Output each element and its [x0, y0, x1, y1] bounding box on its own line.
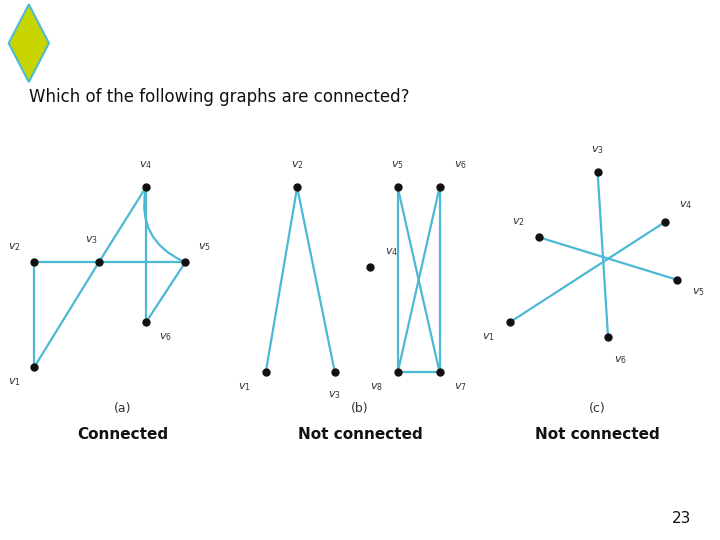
Text: $v_{6}$: $v_{6}$: [159, 332, 172, 343]
Text: $v_{6}$: $v_{6}$: [614, 354, 627, 366]
Text: Not connected: Not connected: [297, 427, 423, 442]
Text: $v_{2}$: $v_{2}$: [8, 241, 21, 253]
Text: $v_{8}$: $v_{8}$: [370, 382, 383, 393]
Text: $v_{3}$: $v_{3}$: [328, 389, 341, 401]
Text: Example 3 – Connected and Disconnected Graphs: Example 3 – Connected and Disconnected G…: [36, 31, 577, 50]
Text: $v_{3}$: $v_{3}$: [591, 144, 604, 156]
Text: $v_{3}$: $v_{3}$: [84, 234, 97, 246]
Text: $v_{5}$: $v_{5}$: [692, 286, 705, 298]
Text: Not connected: Not connected: [535, 427, 660, 442]
Text: (a): (a): [114, 402, 131, 415]
Text: $v_{1}$: $v_{1}$: [238, 382, 251, 393]
Polygon shape: [9, 4, 49, 82]
Text: $v_{4}$: $v_{4}$: [385, 246, 398, 258]
Text: $v_{2}$: $v_{2}$: [291, 159, 304, 171]
Text: $v_{4}$: $v_{4}$: [679, 199, 692, 211]
Text: (b): (b): [351, 402, 369, 415]
Text: Which of the following graphs are connected?: Which of the following graphs are connec…: [29, 88, 409, 106]
Text: $v_{7}$: $v_{7}$: [454, 382, 467, 393]
Text: $v_{2}$: $v_{2}$: [512, 217, 524, 228]
Text: Connected: Connected: [77, 427, 168, 442]
Text: $v_{5}$: $v_{5}$: [391, 159, 404, 171]
Text: $v_{4}$: $v_{4}$: [140, 159, 153, 171]
Text: $v_{1}$: $v_{1}$: [482, 332, 495, 343]
Text: $v_{6}$: $v_{6}$: [454, 159, 467, 171]
Text: 23: 23: [672, 511, 691, 526]
Text: $v_{5}$: $v_{5}$: [199, 241, 211, 253]
Text: (c): (c): [589, 402, 606, 415]
Text: $v_{1}$: $v_{1}$: [8, 376, 21, 388]
